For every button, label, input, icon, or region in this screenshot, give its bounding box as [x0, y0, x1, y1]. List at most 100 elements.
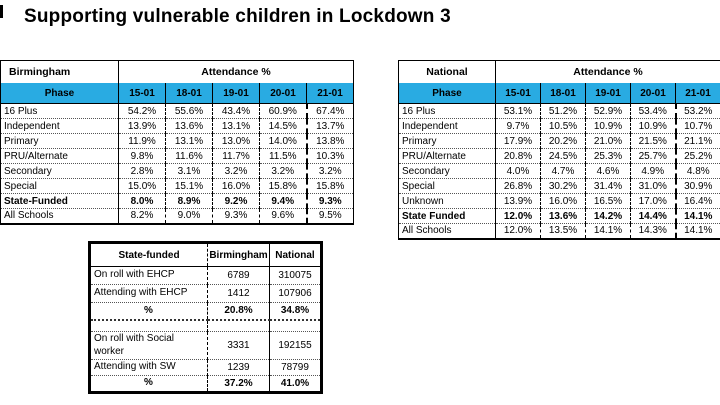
national-title-row: National Attendance %	[398, 60, 720, 83]
phase-cell: PRU/Alternate	[0, 148, 119, 164]
value-cell: 9.5%	[305, 208, 354, 224]
attendance-row: Secondary 2.8% 3.1% 3.2% 3.2% 3.2%	[0, 163, 354, 179]
value-cell: 17.0%	[630, 193, 676, 209]
value-cell: 13.0%	[212, 133, 260, 149]
summary-header-row: State-funded Birmingham National	[89, 242, 322, 267]
value-cell: 11.7%	[212, 148, 260, 164]
value-cell: 10.7%	[674, 118, 720, 134]
value-cell: 14.1%	[585, 223, 631, 239]
value-cell: 15.0%	[118, 178, 166, 194]
summary-birmingham-cell: 6789	[207, 266, 270, 285]
national-attendance-table: National Attendance % Phase 15-01 18-01 …	[398, 60, 720, 240]
national-table-body: 16 Plus 53.1% 51.2% 52.9% 53.4% 53.2% Independ…	[398, 103, 720, 239]
summary-row: On roll with EHCP 6789 310075	[89, 266, 322, 285]
summary-header-national: National	[269, 242, 322, 267]
phase-cell: Special	[0, 178, 119, 194]
phase-cell: State Funded	[398, 208, 496, 224]
date-column-header: 15-01	[118, 83, 166, 104]
date-column-header: 18-01	[540, 83, 586, 104]
value-cell: 21.1%	[674, 133, 720, 149]
summary-row: % 20.8% 34.8%	[89, 302, 322, 321]
attendance-row: 16 Plus 54.2% 55.6% 43.4% 60.9% 67.4%	[0, 103, 354, 119]
national-attendance-label: Attendance %	[494, 60, 720, 83]
birmingham-attendance-table: Birmingham Attendance % Phase 15-01 18-0…	[0, 60, 355, 225]
value-cell: 17.9%	[495, 133, 541, 149]
summary-national-cell: 192155	[269, 331, 322, 360]
value-cell: 14.2%	[585, 208, 631, 224]
summary-national-cell: 34.8%	[269, 302, 322, 321]
value-cell: 12.0%	[495, 223, 541, 239]
phase-cell: Primary	[398, 133, 496, 149]
value-cell: 11.6%	[165, 148, 213, 164]
birmingham-region-label: Birmingham	[0, 60, 119, 83]
value-cell: 13.9%	[118, 118, 166, 134]
value-cell: 51.2%	[540, 103, 586, 119]
summary-birmingham-cell: 37.2%	[207, 375, 270, 394]
attendance-row: Special 15.0% 15.1% 16.0% 15.8% 15.8%	[0, 178, 354, 194]
value-cell: 8.0%	[118, 193, 166, 209]
value-cell: 3.2%	[305, 163, 354, 179]
attendance-row: Independent 9.7% 10.5% 10.9% 10.9% 10.7%	[398, 118, 720, 134]
summary-row: Attending with SW 1239 78799	[89, 359, 322, 376]
value-cell: 9.3%	[212, 208, 260, 224]
attendance-row: Primary 17.9% 20.2% 21.0% 21.5% 21.1%	[398, 133, 720, 149]
value-cell: 31.0%	[630, 178, 676, 194]
attendance-row: Secondary 4.0% 4.7% 4.6% 4.9% 4.8%	[398, 163, 720, 179]
phase-cell: Secondary	[398, 163, 496, 179]
phase-cell: Special	[398, 178, 496, 194]
phase-cell: All Schools	[398, 223, 496, 239]
summary-birmingham-cell: 3331	[207, 331, 270, 360]
attendance-row: State Funded 12.0% 13.6% 14.2% 14.4% 14.1%	[398, 208, 720, 224]
summary-birmingham-cell: 1239	[207, 359, 270, 376]
phase-cell: 16 Plus	[398, 103, 496, 119]
attendance-row: Special 26.8% 30.2% 31.4% 31.0% 30.9%	[398, 178, 720, 194]
value-cell: 13.6%	[540, 208, 586, 224]
attendance-row: Independent 13.9% 13.6% 13.1% 14.5% 13.7%	[0, 118, 354, 134]
birmingham-header-row: Phase 15-01 18-01 19-01 20-01 21-01	[0, 83, 354, 104]
date-column-header: 15-01	[495, 83, 541, 104]
value-cell: 4.7%	[540, 163, 586, 179]
date-column-header: 20-01	[259, 83, 307, 104]
date-column-header: 21-01	[674, 83, 720, 104]
value-cell: 3.2%	[212, 163, 260, 179]
summary-national-cell: 107906	[269, 284, 322, 303]
phase-cell: 16 Plus	[0, 103, 119, 119]
value-cell: 9.4%	[259, 193, 307, 209]
attendance-row: Unknown 13.9% 16.0% 16.5% 17.0% 16.4%	[398, 193, 720, 209]
phase-cell: Unknown	[398, 193, 496, 209]
birmingham-attendance-label: Attendance %	[117, 60, 354, 83]
value-cell: 20.8%	[495, 148, 541, 164]
value-cell: 13.1%	[212, 118, 260, 134]
value-cell: 14.1%	[674, 208, 720, 224]
summary-label-cell: Attending with SW	[89, 359, 208, 376]
national-header-row: Phase 15-01 18-01 19-01 20-01 21-01	[398, 83, 720, 104]
value-cell: 21.0%	[585, 133, 631, 149]
slide-edge-mark	[0, 5, 3, 18]
summary-national-cell	[269, 319, 322, 332]
phase-column-header: Phase	[398, 83, 496, 104]
value-cell: 21.5%	[630, 133, 676, 149]
attendance-row: All Schools 8.2% 9.0% 9.3% 9.6% 9.5%	[0, 208, 354, 224]
value-cell: 16.4%	[674, 193, 720, 209]
phase-cell: State-Funded	[0, 193, 119, 209]
attendance-row: Primary 11.9% 13.1% 13.0% 14.0% 13.8%	[0, 133, 354, 149]
value-cell: 4.6%	[585, 163, 631, 179]
phase-cell: PRU/Alternate	[398, 148, 496, 164]
summary-birmingham-cell: 1412	[207, 284, 270, 303]
value-cell: 9.8%	[118, 148, 166, 164]
summary-label-cell	[89, 319, 208, 332]
value-cell: 60.9%	[259, 103, 307, 119]
value-cell: 16.5%	[585, 193, 631, 209]
value-cell: 15.8%	[259, 178, 307, 194]
value-cell: 2.8%	[118, 163, 166, 179]
value-cell: 53.1%	[495, 103, 541, 119]
value-cell: 16.0%	[540, 193, 586, 209]
summary-header-birmingham: Birmingham	[207, 242, 270, 267]
value-cell: 12.0%	[495, 208, 541, 224]
summary-table-body: On roll with EHCP 6789 310075 Attending wit…	[89, 266, 322, 394]
value-cell: 4.0%	[495, 163, 541, 179]
attendance-row: State-Funded 8.0% 8.9% 9.2% 9.4% 9.3%	[0, 193, 354, 209]
value-cell: 43.4%	[212, 103, 260, 119]
value-cell: 24.5%	[540, 148, 586, 164]
